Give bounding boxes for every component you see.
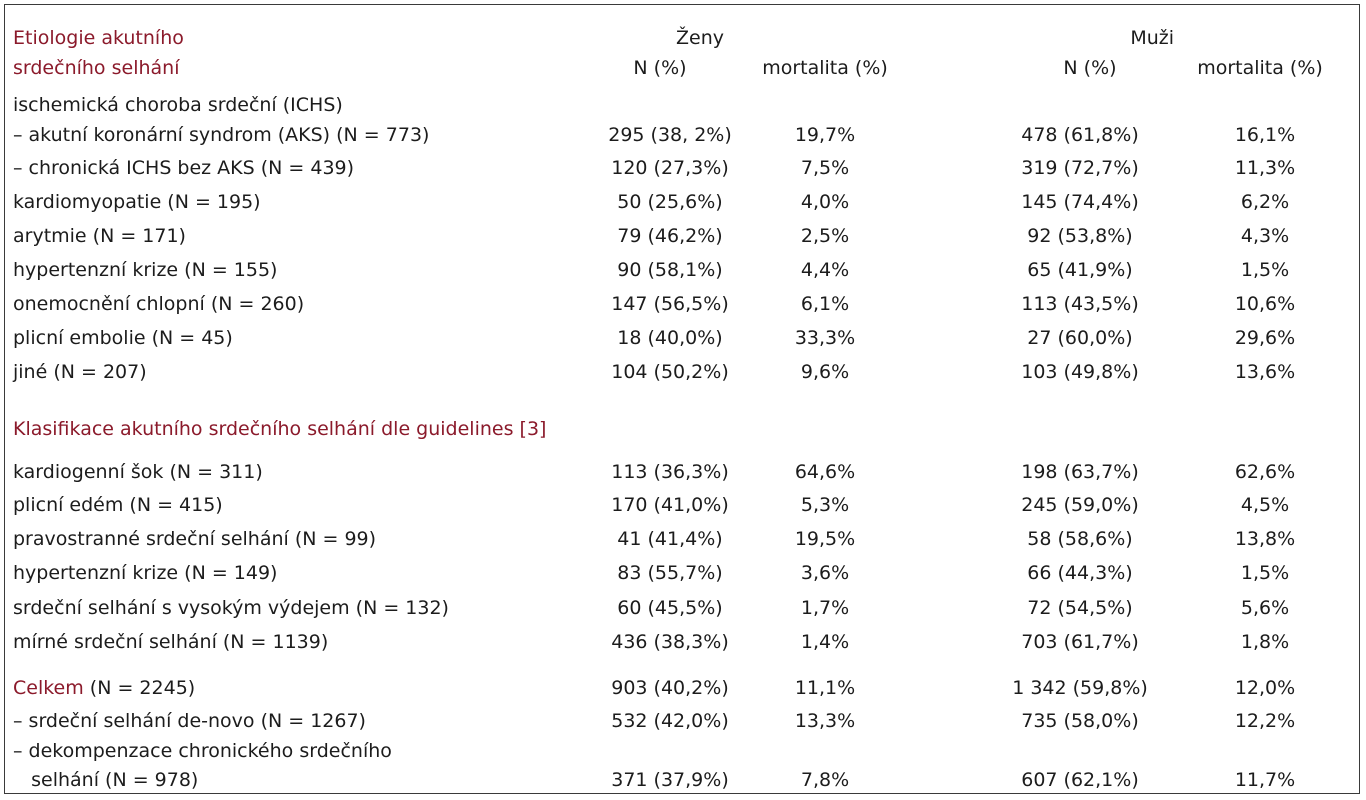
section2-title: Klasifikace akutního srdečního selhání d… (13, 418, 547, 440)
men-mortality-cell: 62,6% (1234, 461, 1296, 483)
men-n-cell: 66 (44,3%) (1027, 562, 1133, 584)
row-label: kardiomyopatie (N = 195) (13, 191, 261, 213)
women-n-cell: 60 (45,5%) (617, 597, 723, 619)
men-mortality-cell: 1,5% (1240, 259, 1290, 281)
men-n-cell: 65 (41,9%) (1027, 259, 1133, 281)
row-label: plicní embolie (N = 45) (13, 327, 233, 349)
men-n-cell: 703 (61,7%) (1021, 631, 1139, 653)
men-mortality-header: mortalita (%) (1197, 57, 1323, 79)
row-label: hypertenzní krize (N = 149) (13, 562, 278, 584)
row-label: – dekompenzace chronického srdečního (13, 740, 392, 762)
table-title-line2: srdečního selhání (13, 57, 180, 79)
men-mortality-cell: 13,8% (1234, 528, 1296, 550)
women-mortality-cell: 6,1% (800, 293, 850, 315)
men-n-cell: 478 (61,8%) (1021, 124, 1139, 146)
men-mortality-cell: 13,6% (1234, 361, 1296, 383)
total-label-red: Celkem (13, 677, 84, 699)
row-label: selhání (N = 978) (13, 769, 199, 791)
table-frame (4, 4, 1360, 794)
women-n-cell: 18 (40,0%) (617, 327, 723, 349)
total-men-mortality: 12,0% (1234, 677, 1296, 699)
total-women-n: 903 (40,2%) (611, 677, 729, 699)
women-mortality-cell: 2,5% (800, 225, 850, 247)
women-header: Ženy (676, 27, 724, 49)
women-n-cell: 50 (25,6%) (617, 191, 723, 213)
women-mortality-cell: 5,3% (800, 494, 850, 516)
men-mortality-cell: 16,1% (1234, 124, 1296, 146)
women-n-cell: 147 (56,5%) (611, 293, 729, 315)
women-mortality-cell: 4,0% (800, 191, 850, 213)
men-mortality-cell: 4,5% (1240, 494, 1290, 516)
row-label: pravostranné srdeční selhání (N = 99) (13, 528, 377, 550)
women-mortality-cell: 19,7% (794, 124, 856, 146)
row-label: kardiogenní šok (N = 311) (13, 461, 263, 483)
men-mortality-cell: 11,7% (1234, 769, 1296, 791)
total-label-rest: (N = 2245) (83, 677, 196, 699)
men-mortality-cell: 6,2% (1240, 191, 1290, 213)
women-n-cell: 436 (38,3%) (611, 631, 729, 653)
table-title-line1: Etiologie akutního (13, 27, 184, 49)
women-mortality-cell: 13,3% (794, 710, 856, 732)
women-mortality-cell: 9,6% (800, 361, 850, 383)
men-mortality-cell: 4,3% (1240, 225, 1290, 247)
women-n-cell: 83 (55,7%) (617, 562, 723, 584)
women-mortality-cell: 1,7% (800, 597, 850, 619)
women-n-cell: 532 (42,0%) (611, 710, 729, 732)
women-mortality-cell: 64,6% (794, 461, 856, 483)
women-n-cell: 41 (41,4%) (617, 528, 723, 550)
row-label: arytmie (N = 171) (13, 225, 186, 247)
row-label: onemocnění chlopní (N = 260) (13, 293, 305, 315)
women-mortality-cell: 33,3% (794, 327, 856, 349)
women-mortality-cell: 7,8% (800, 769, 850, 791)
women-n-cell: 170 (41,0%) (611, 494, 729, 516)
men-n-cell: 27 (60,0%) (1027, 327, 1133, 349)
men-mortality-cell: 1,5% (1240, 562, 1290, 584)
women-mortality-cell: 4,4% (800, 259, 850, 281)
women-mortality-cell: 19,5% (794, 528, 856, 550)
row-label: – chronická ICHS bez AKS (N = 439) (13, 157, 355, 179)
total-men-n: 1 342 (59,8%) (1012, 677, 1148, 699)
women-n-cell: 104 (50,2%) (611, 361, 729, 383)
women-mortality-header: mortalita (%) (762, 57, 888, 79)
men-n-cell: 92 (53,8%) (1027, 225, 1133, 247)
row-label: jiné (N = 207) (13, 361, 147, 383)
total-label: Celkem (N = 2245) (13, 677, 195, 699)
men-n-cell: 319 (72,7%) (1021, 157, 1139, 179)
row-label: – srdeční selhání de-novo (N = 1267) (13, 710, 366, 732)
men-mortality-cell: 1,8% (1240, 631, 1290, 653)
women-n-header: N (%) (633, 57, 687, 79)
section1-intro: ischemická choroba srdeční (ICHS) (13, 94, 343, 116)
men-n-cell: 607 (62,1%) (1021, 769, 1139, 791)
women-mortality-cell: 3,6% (800, 562, 850, 584)
row-label: – akutní koronární syndrom (AKS) (N = 77… (13, 124, 430, 146)
men-mortality-cell: 5,6% (1240, 597, 1290, 619)
men-n-cell: 198 (63,7%) (1021, 461, 1139, 483)
women-n-cell: 113 (36,3%) (611, 461, 729, 483)
women-mortality-cell: 7,5% (800, 157, 850, 179)
women-n-cell: 295 (38, 2%) (608, 124, 732, 146)
men-n-cell: 113 (43,5%) (1021, 293, 1139, 315)
men-header: Muži (1130, 27, 1174, 49)
men-n-cell: 58 (58,6%) (1027, 528, 1133, 550)
row-label: srdeční selhání s vysokým výdejem (N = 1… (13, 597, 449, 619)
women-n-cell: 79 (46,2%) (617, 225, 723, 247)
men-n-cell: 72 (54,5%) (1027, 597, 1133, 619)
men-n-cell: 735 (58,0%) (1021, 710, 1139, 732)
row-label: hypertenzní krize (N = 155) (13, 259, 278, 281)
women-mortality-cell: 1,4% (800, 631, 850, 653)
row-label: plicní edém (N = 415) (13, 494, 223, 516)
men-n-cell: 103 (49,8%) (1021, 361, 1139, 383)
men-mortality-cell: 10,6% (1234, 293, 1296, 315)
women-n-cell: 120 (27,3%) (611, 157, 729, 179)
men-n-cell: 145 (74,4%) (1021, 191, 1139, 213)
men-n-cell: 245 (59,0%) (1021, 494, 1139, 516)
women-n-cell: 90 (58,1%) (617, 259, 723, 281)
men-mortality-cell: 29,6% (1234, 327, 1296, 349)
men-mortality-cell: 11,3% (1234, 157, 1296, 179)
men-n-header: N (%) (1063, 57, 1117, 79)
row-label: mírné srdeční selhání (N = 1139) (13, 631, 329, 653)
total-women-mortality: 11,1% (794, 677, 856, 699)
men-mortality-cell: 12,2% (1234, 710, 1296, 732)
women-n-cell: 371 (37,9%) (611, 769, 729, 791)
